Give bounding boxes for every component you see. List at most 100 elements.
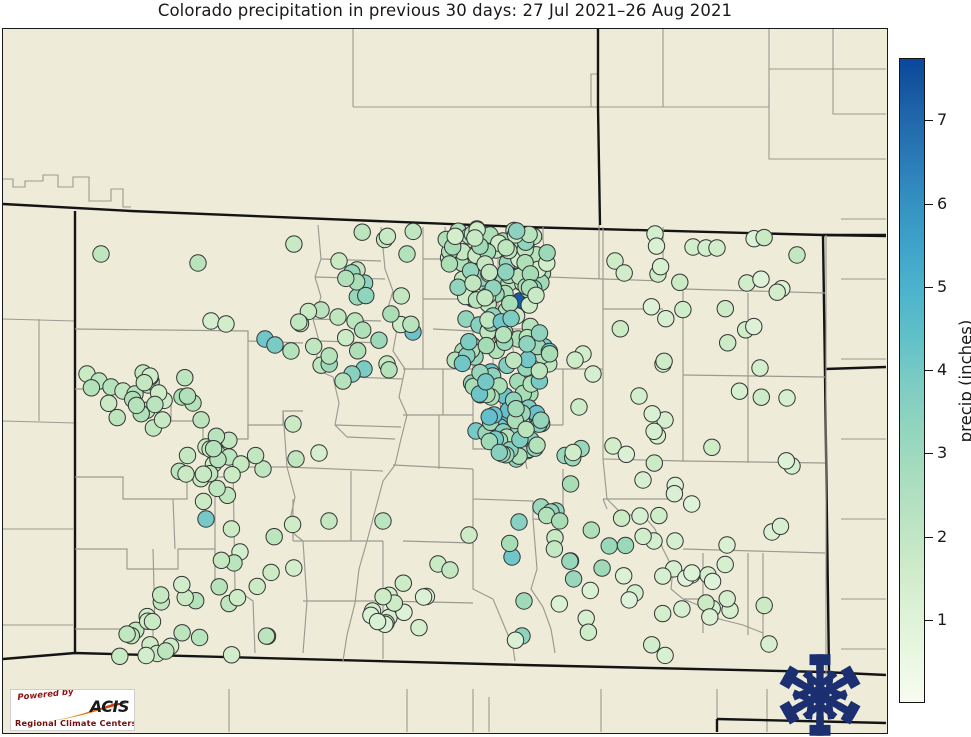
station-marker[interactable] [620,591,638,609]
station-marker[interactable] [290,313,308,331]
station-marker[interactable] [671,273,689,292]
station-marker[interactable] [760,635,778,653]
station-marker[interactable] [579,623,598,641]
station-marker[interactable] [374,512,392,530]
station-marker[interactable] [143,612,162,631]
station-marker[interactable] [708,239,726,257]
station-marker[interactable] [551,512,569,530]
station-marker[interactable] [673,600,691,618]
station-marker[interactable] [515,592,533,610]
acis-logo[interactable]: Powered by ACIS Regional Climate Centers [10,689,135,731]
station-marker[interactable] [262,563,280,582]
station-marker[interactable] [570,398,588,416]
map-canvas[interactable] [2,28,888,734]
station-marker[interactable] [202,312,220,330]
station-marker[interactable] [683,495,701,513]
station-marker[interactable] [651,258,670,276]
station-marker[interactable] [606,252,624,270]
station-markers[interactable] [78,220,806,665]
station-marker[interactable] [719,334,737,352]
station-marker[interactable] [92,245,110,263]
station-marker[interactable] [254,460,272,478]
station-marker[interactable] [370,331,388,349]
station-marker[interactable] [532,411,550,429]
station-marker[interactable] [460,333,478,351]
station-marker[interactable] [337,329,355,347]
station-marker[interactable] [477,336,496,355]
station-marker[interactable] [222,520,241,538]
station-marker[interactable] [654,567,672,585]
station-marker[interactable] [282,342,300,360]
station-marker[interactable] [414,588,433,606]
station-marker[interactable] [153,411,172,429]
station-marker[interactable] [173,575,191,594]
station-marker[interactable] [600,537,618,555]
station-marker[interactable] [561,475,580,493]
station-marker[interactable] [108,408,126,427]
station-marker[interactable] [654,604,672,623]
station-marker[interactable] [497,239,515,257]
station-marker[interactable] [630,387,648,405]
station-marker[interactable] [111,647,129,665]
station-marker[interactable] [398,245,416,263]
station-marker[interactable] [518,335,536,353]
station-marker[interactable] [287,450,305,468]
station-marker[interactable] [392,287,410,305]
station-marker[interactable] [768,283,786,301]
station-marker[interactable] [501,534,519,553]
station-marker[interactable] [480,432,499,451]
station-marker[interactable] [223,466,241,484]
station-marker[interactable] [157,642,175,660]
station-marker[interactable] [490,443,508,462]
station-marker[interactable] [210,578,228,596]
station-marker[interactable] [611,320,629,338]
station-marker[interactable] [127,396,146,415]
station-marker[interactable] [82,379,101,397]
station-marker[interactable] [194,465,213,483]
station-marker[interactable] [703,438,721,456]
station-marker[interactable] [545,540,564,558]
station-marker[interactable] [703,572,722,591]
station-marker[interactable] [173,624,191,642]
station-marker[interactable] [674,300,692,319]
station-marker[interactable] [204,440,223,458]
station-marker[interactable] [177,465,195,483]
station-marker[interactable] [506,631,525,649]
station-marker[interactable] [501,294,519,313]
station-marker[interactable] [745,317,763,336]
station-marker[interactable] [374,588,392,606]
station-marker[interactable] [530,362,548,380]
station-marker[interactable] [752,388,770,406]
station-marker[interactable] [643,405,661,423]
station-marker[interactable] [217,315,235,333]
station-marker[interactable] [480,408,498,426]
station-marker[interactable] [460,526,478,544]
station-marker[interactable] [645,422,663,440]
station-marker[interactable] [755,228,773,247]
station-marker[interactable] [176,369,194,387]
station-marker[interactable] [540,345,559,363]
station-marker[interactable] [330,252,348,270]
station-marker[interactable] [642,298,661,316]
station-marker[interactable] [634,471,652,489]
station-marker[interactable] [349,342,367,360]
station-marker[interactable] [353,223,371,241]
station-marker[interactable] [192,411,210,429]
station-marker[interactable] [337,269,355,288]
station-marker[interactable] [329,308,347,326]
station-marker[interactable] [476,289,494,307]
station-marker[interactable] [701,608,719,626]
station-marker[interactable] [505,351,523,370]
station-marker[interactable] [683,564,701,582]
station-marker[interactable] [788,246,806,264]
station-marker[interactable] [283,515,302,534]
station-marker[interactable] [320,347,338,365]
station-marker[interactable] [285,235,303,253]
station-marker[interactable] [510,513,528,531]
station-marker[interactable] [480,263,499,282]
station-marker[interactable] [716,300,734,318]
station-marker[interactable] [494,326,513,344]
station-marker[interactable] [449,278,467,296]
station-marker[interactable] [502,309,520,328]
station-marker[interactable] [284,415,302,433]
